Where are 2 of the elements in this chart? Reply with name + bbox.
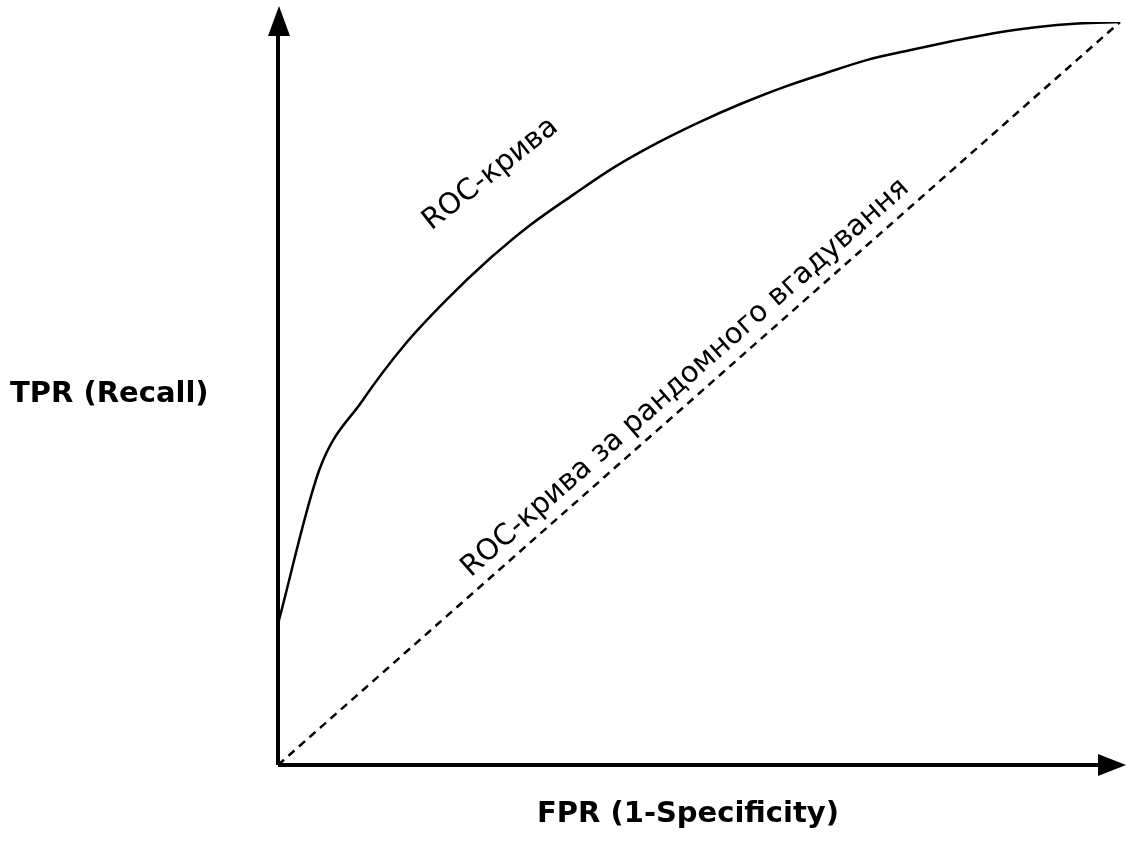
x-axis-title: FPR (1-Specificity)	[535, 795, 841, 829]
y-axis-title: TPR (Recall)	[10, 375, 209, 409]
